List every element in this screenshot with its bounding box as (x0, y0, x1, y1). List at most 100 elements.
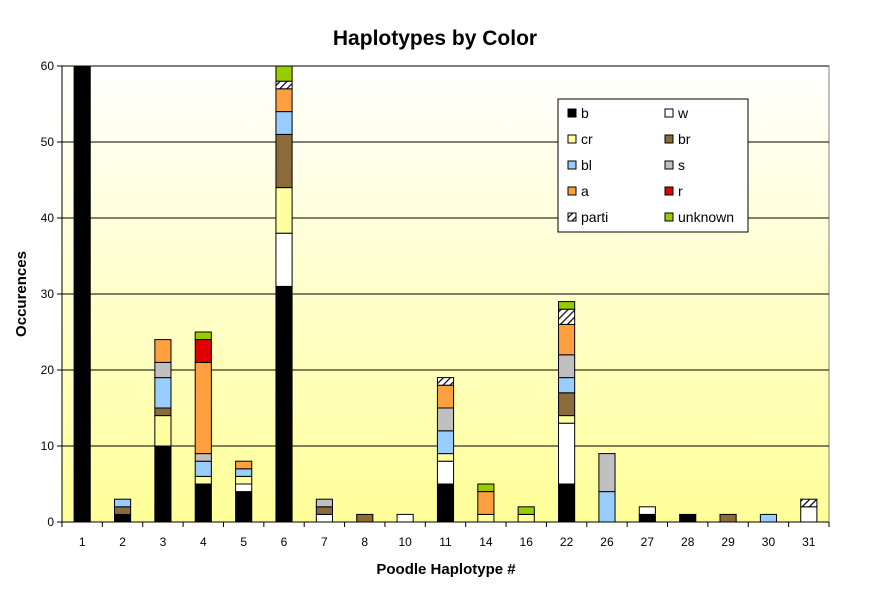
legend-swatch-w (664, 108, 674, 118)
bar-segment-bl (759, 513, 778, 523)
x-tick-label: 26 (600, 535, 614, 549)
bar-segment-a (477, 491, 495, 515)
bar-segment-b (113, 513, 132, 523)
y-tick-label: 20 (41, 363, 55, 377)
x-tick-label: 2 (119, 535, 126, 549)
legend-label-cr: cr (581, 131, 593, 147)
legend-label-bl: bl (581, 157, 592, 173)
legend-label-s: s (678, 157, 685, 173)
bar-segment-b (235, 491, 253, 523)
bar-segment-a (558, 323, 576, 356)
bar-segment-unknown (275, 65, 293, 82)
x-tick-label: 10 (398, 535, 412, 549)
x-tick-label: 7 (321, 535, 328, 549)
y-tick-label: 10 (41, 439, 55, 453)
legend-swatch-br (664, 134, 674, 144)
bar-segment-b (638, 513, 656, 523)
x-tick-label: 5 (240, 535, 247, 549)
bar-segment-w (235, 483, 253, 493)
axes: 0 10 20 30 40 50 60 1 2 3 4 5 6 7 8 10 11 14 16 22 26 27 28 29 3… (41, 59, 830, 549)
x-axis-label: Poodle Haplotype # (376, 561, 516, 578)
bar-segment-a (154, 339, 172, 363)
bar-segment-w (638, 506, 656, 515)
legend-label-parti: parti (581, 209, 608, 225)
legend-swatch-cr (567, 134, 577, 144)
bar-segment-bl (558, 377, 576, 394)
bar-segment-b (73, 65, 91, 523)
x-tick-label: 8 (361, 535, 368, 549)
legend-swatch-s (664, 160, 674, 170)
bar-segment-bl (598, 491, 616, 523)
y-tick-label: 50 (41, 135, 55, 149)
bar-segment-s (194, 453, 212, 462)
x-tick-label: 29 (721, 535, 735, 549)
bar-segment-br (154, 407, 172, 417)
bar-segment-br (315, 506, 333, 515)
bar-segment-br (719, 513, 737, 523)
bar-segment-b (436, 483, 455, 523)
bar-segment-b (154, 445, 172, 523)
bar-segment-cr (235, 475, 253, 485)
bar-segment-bl (154, 377, 172, 409)
bar-segment-w (436, 460, 455, 485)
bar-segment-unknown (558, 301, 576, 310)
bar-segment-cr (477, 513, 495, 523)
legend-label-w: w (677, 105, 689, 121)
x-tick-label: 6 (281, 535, 288, 549)
y-tick-label: 0 (47, 515, 54, 529)
bar-segment-cr (275, 187, 293, 234)
bar-segment-cr (194, 475, 212, 485)
legend-swatch-bl (567, 160, 577, 170)
bar-segment-cr (558, 415, 576, 424)
bar-segment-a (194, 361, 212, 455)
bars (73, 65, 818, 523)
bar-segment-s (154, 361, 172, 379)
legend-box (557, 98, 749, 233)
bar-segment-parti (436, 377, 455, 386)
bar-segment-a (235, 460, 253, 470)
bar-segment-s (558, 354, 576, 379)
y-tick-label: 40 (41, 211, 55, 225)
x-tick-label: 1 (79, 535, 86, 549)
x-tick-label: 30 (762, 535, 776, 549)
bar-segment-b (275, 285, 293, 523)
legend-label-unknown: unknown (678, 209, 734, 225)
bar-segment-parti (558, 308, 576, 325)
bar-segment-s (436, 407, 455, 432)
chart-title: Haplotypes by Color (333, 27, 537, 50)
bar-segment-cr (517, 513, 535, 523)
x-tick-label: 14 (479, 535, 493, 549)
gridlines (62, 65, 829, 447)
x-tick-label: 31 (802, 535, 816, 549)
legend-label-b: b (581, 105, 589, 121)
bar-segment-bl (194, 460, 212, 477)
x-tick-label: 16 (520, 535, 534, 549)
legend: b w cr br bl s a r parti unknown (557, 98, 749, 233)
bar-segment-bl (436, 430, 455, 455)
bar-segment-br (356, 513, 374, 523)
bar-segment-cr (154, 415, 172, 447)
bar-segment-r (194, 339, 212, 363)
legend-swatch-unknown (664, 212, 674, 222)
bar-segment-b (679, 513, 697, 523)
bar-segment-b (558, 483, 576, 523)
bar-segment-b (194, 483, 212, 523)
legend-swatch-parti (567, 212, 577, 222)
bar-segment-br (275, 133, 293, 189)
legend-swatch-r (664, 186, 674, 196)
legend-swatch-a (567, 186, 577, 196)
legend-label-a: a (581, 183, 589, 199)
bar-segment-unknown (194, 331, 212, 341)
bar-segment-s (315, 498, 333, 508)
bar-segment-w (315, 513, 333, 523)
bar-segment-w (558, 422, 576, 485)
x-tick-label: 11 (439, 535, 452, 549)
bar-segment-a (436, 384, 455, 409)
legend-label-r: r (678, 183, 683, 199)
bar-segment-br (558, 392, 576, 417)
y-tick-label: 60 (41, 59, 55, 73)
y-tick-label: 30 (41, 287, 55, 301)
bar-segment-w (800, 506, 818, 523)
